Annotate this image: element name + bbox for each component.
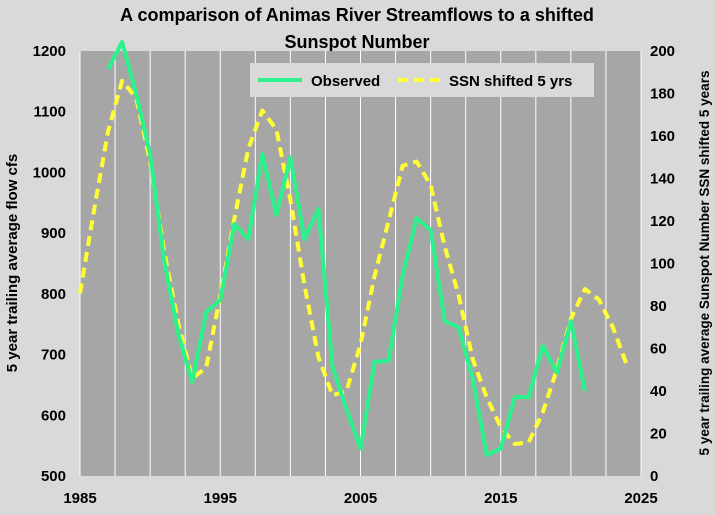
x-tick-label: 2025: [624, 490, 657, 507]
y-tick-label: 800: [41, 286, 66, 303]
y2-tick-label: 80: [650, 298, 667, 315]
y2-tick-label: 0: [650, 468, 658, 485]
y2-tick-label: 200: [650, 43, 675, 60]
y2-tick-label: 100: [650, 256, 675, 273]
x-tick-label: 2015: [484, 490, 517, 507]
legend-label-observed: Observed: [311, 73, 380, 90]
chart-title-line-2: Sunspot Number: [284, 32, 429, 52]
legend-label-ssn: SSN shifted 5 yrs: [449, 73, 572, 90]
y-tick-label: 900: [41, 225, 66, 242]
chart-title-line-1: A comparison of Animas River Streamflows…: [120, 5, 594, 25]
y-axis-title: 5 year trailing average flow cfs: [4, 154, 21, 372]
series-line-observed: [106, 39, 587, 457]
y-tick-label: 1100: [33, 104, 66, 121]
y2-tick-label: 60: [650, 341, 667, 358]
y2-tick-label: 140: [650, 171, 675, 188]
x-tick-label: 1985: [63, 490, 96, 507]
y-tick-label: 700: [41, 347, 66, 364]
x-tick-label: 2005: [344, 490, 377, 507]
y2-tick-label: 20: [650, 426, 667, 443]
series-layer: [78, 39, 629, 457]
y2-axis-title: 5 year trailing average Sunspot Number S…: [697, 71, 712, 456]
y-tick-label: 1000: [33, 164, 66, 181]
y-tick-label: 600: [41, 407, 66, 424]
y-tick-label: 1200: [33, 43, 66, 60]
y2-tick-label: 180: [650, 86, 675, 103]
y-axis-right: 0 20 40 60 80 100 120 140 160 180 200: [650, 43, 675, 485]
y-tick-label: 500: [41, 468, 66, 485]
y-axis-left: 500 600 700 800 900 1000 1100 1200: [33, 43, 66, 485]
legend: Observed SSN shifted 5 yrs: [250, 63, 594, 97]
x-tick-label: 1995: [204, 490, 237, 507]
y2-tick-label: 120: [650, 213, 675, 230]
x-axis: 1985 1995 2005 2015 2025: [63, 490, 657, 507]
y2-tick-label: 160: [650, 128, 675, 145]
gridlines: [79, 51, 642, 476]
series-line-ssn-shifted-5-yrs: [78, 78, 629, 447]
y2-tick-label: 40: [650, 383, 667, 400]
